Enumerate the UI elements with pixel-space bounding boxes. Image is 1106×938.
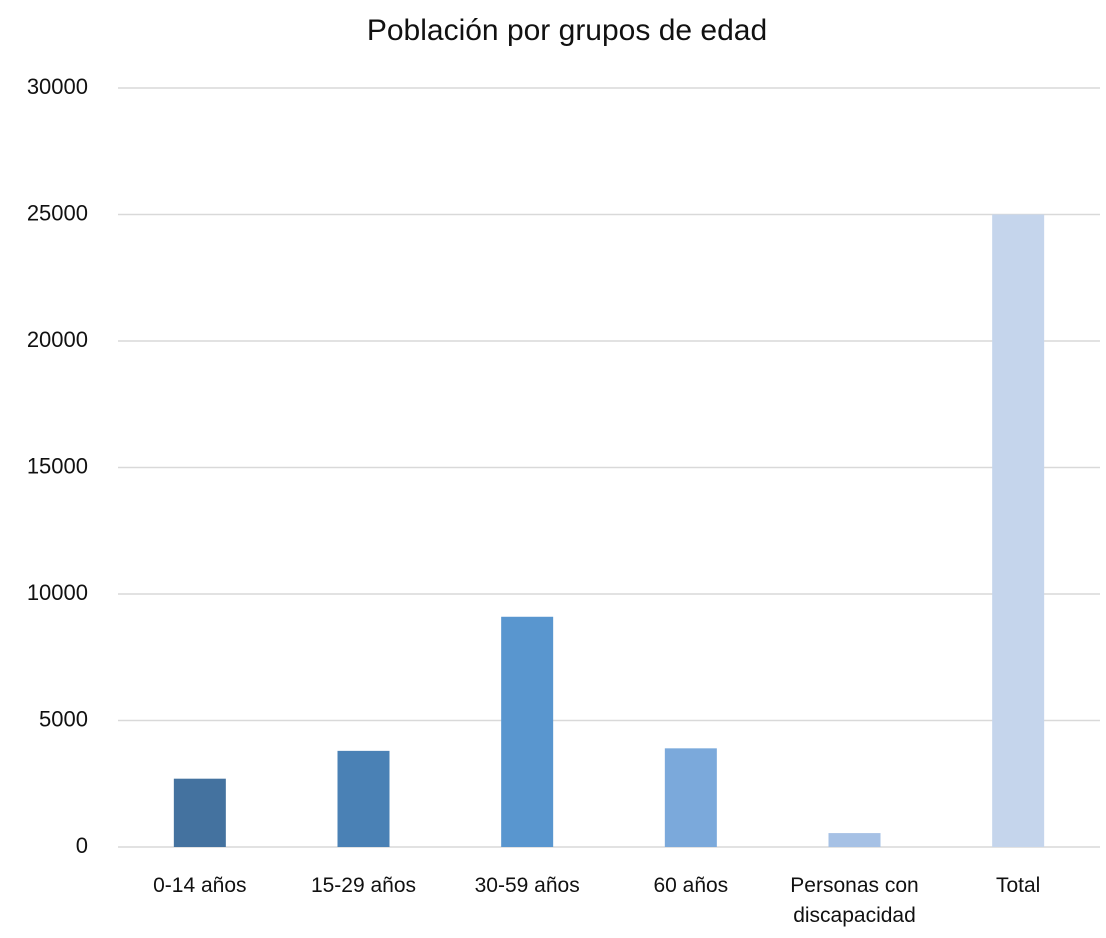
x-tick-label: 15-29 años bbox=[310, 874, 417, 897]
y-tick-label: 5000 bbox=[39, 706, 88, 731]
y-tick-label: 30000 bbox=[27, 74, 88, 99]
bar bbox=[501, 616, 554, 847]
bar bbox=[664, 748, 717, 847]
bar bbox=[173, 778, 226, 847]
x-tick-label: 30-59 años bbox=[474, 874, 580, 897]
bar bbox=[828, 833, 881, 847]
y-tick-label: 10000 bbox=[27, 580, 88, 605]
x-tick-label: 60 años bbox=[653, 874, 729, 897]
x-tick-label: Personas con discapacidad bbox=[790, 874, 919, 927]
chart-title: Población por grupos de edad bbox=[367, 14, 767, 47]
x-tick-label: Total bbox=[995, 874, 1041, 897]
y-tick-label: 0 bbox=[76, 833, 88, 858]
y-tick-label: 25000 bbox=[27, 200, 88, 225]
y-tick-label: 20000 bbox=[27, 327, 88, 352]
x-tick-label: 0-14 años bbox=[153, 874, 247, 897]
bar bbox=[337, 750, 390, 847]
y-tick-label: 15000 bbox=[27, 453, 88, 478]
bar bbox=[992, 214, 1045, 847]
